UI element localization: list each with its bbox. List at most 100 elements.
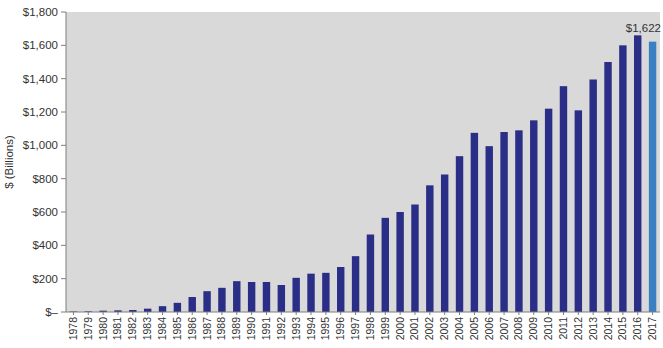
bar [292,278,299,312]
x-tick [355,312,356,315]
y-tick-label: $200 [32,273,58,285]
x-tick [132,312,133,315]
x-tick [147,312,148,315]
x-tick-label: 2006 [483,317,495,341]
y-tick-label: $1,800 [23,6,58,18]
x-tick [578,312,579,315]
bar [604,62,611,312]
x-tick-label: 1991 [260,317,272,341]
x-tick [177,312,178,315]
x-tick-label: 2014 [602,317,614,341]
x-tick-label: 1997 [349,317,361,341]
bar [471,133,478,312]
bar [159,306,166,312]
x-tick [474,312,475,315]
bar [263,282,270,312]
x-tick [266,312,267,315]
x-tick-label: 1986 [186,317,198,341]
x-tick [251,312,252,315]
bars [70,35,657,312]
y-tick [61,78,66,79]
x-tick-label: 1988 [215,317,227,341]
x-tick-label: 1987 [201,317,213,341]
y-tick-label: $1,400 [23,73,58,85]
y-tick-label: $1,200 [23,106,58,118]
y-tick-label: $1,000 [23,139,58,151]
x-tick-label: 1992 [275,317,287,341]
y-tick [61,245,66,246]
x-tick [652,312,653,315]
bar [278,285,285,312]
bar [634,35,641,312]
bar [456,156,463,312]
bar [426,185,433,312]
x-tick [385,312,386,315]
x-tick-label: 2010 [542,317,554,341]
x-tick-label: 2001 [408,317,420,341]
bar [174,303,181,312]
x-tick-label: 1990 [245,317,257,341]
bar [530,120,537,312]
x-tick-label: 1993 [290,317,302,341]
x-tick [370,312,371,315]
x-tick [593,312,594,315]
x-tick [207,312,208,315]
bar [233,281,240,312]
bar [411,205,418,313]
x-tick-label: 1995 [319,317,331,341]
bar [545,109,552,312]
y-tick [61,312,66,313]
y-tick [61,45,66,46]
x-tick [221,312,222,315]
x-tick [340,312,341,315]
y-tick [61,178,66,179]
y-tick [61,212,66,213]
bar [322,273,329,312]
x-tick-label: 1996 [334,317,346,341]
x-tick [236,312,237,315]
y-tick-label: $400 [32,239,58,251]
x-tick-label: 1983 [141,317,153,341]
x-tick-label: 2007 [498,317,510,341]
y-tick-label: $800 [32,173,58,185]
bar [515,130,522,312]
x-tick-label: 2009 [527,317,539,341]
x-tick [518,312,519,315]
x-tick [489,312,490,315]
x-axis-line [66,312,660,313]
bar [575,110,582,312]
x-tick-label: 1994 [305,317,317,341]
x-tick [73,312,74,315]
plot-area [66,12,660,312]
x-tick [608,312,609,315]
y-tick-label: $1,600 [23,39,58,51]
x-tick-label: 1984 [156,317,168,341]
bar [352,256,359,312]
x-tick [400,312,401,315]
bar [619,45,626,312]
x-tick [504,312,505,315]
x-tick-label: 2004 [453,317,465,341]
x-tick [563,312,564,315]
bar [589,80,596,313]
x-tick-label: 2003 [438,317,450,341]
x-tick [311,312,312,315]
bar [189,297,196,312]
x-tick-label: 2015 [616,317,628,341]
x-tick [281,312,282,315]
bar [649,42,656,312]
chart: $–$200$400$600$800$1,000$1,200$1,400$1,6… [0,0,663,348]
x-tick [444,312,445,315]
y-tick-label: $– [45,306,58,318]
bar [337,267,344,312]
x-tick-label: 2005 [468,317,480,341]
annotation: $1,622 [626,22,661,34]
x-tick [103,312,104,315]
x-tick-label: 2016 [631,317,643,341]
x-tick-label: 2011 [557,317,569,340]
x-tick-label: 2000 [394,317,406,341]
bar [441,175,448,313]
x-tick [637,312,638,315]
x-tick-label: 1981 [111,317,123,341]
bar [218,288,225,312]
